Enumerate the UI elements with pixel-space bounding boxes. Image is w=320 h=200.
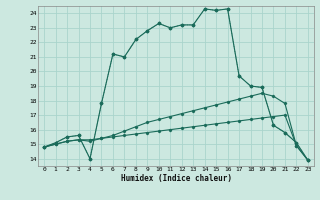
X-axis label: Humidex (Indice chaleur): Humidex (Indice chaleur) [121,174,231,183]
